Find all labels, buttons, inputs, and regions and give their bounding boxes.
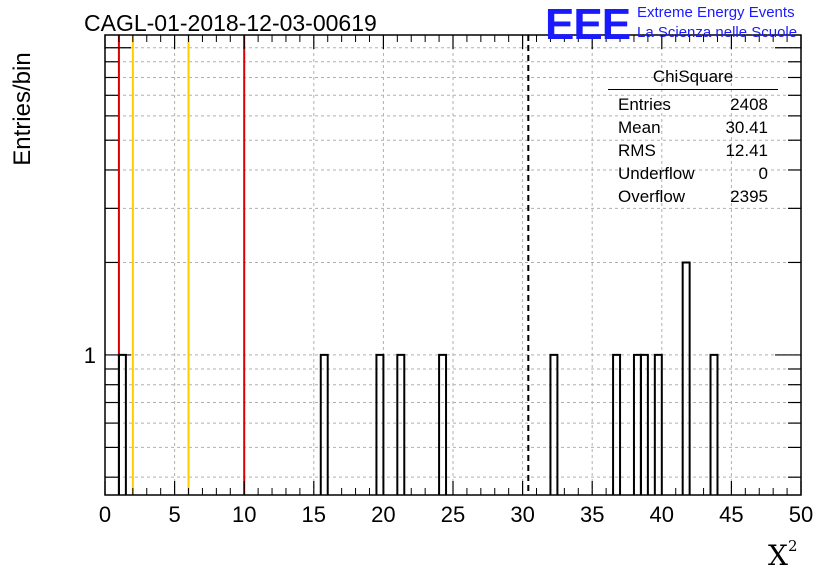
stats-row: Underflow 0 xyxy=(608,162,778,185)
histogram-bar xyxy=(549,353,559,495)
x-axis-label: X2 xyxy=(768,537,797,572)
histogram-bar xyxy=(438,353,448,495)
stats-label: Entries xyxy=(618,95,671,114)
histogram-bar xyxy=(639,353,649,495)
x-tick-label: 50 xyxy=(789,502,813,527)
x-tick-label: 25 xyxy=(441,502,465,527)
x-tick-label: 5 xyxy=(168,502,180,527)
stats-title: ChiSquare xyxy=(608,67,778,90)
reference-lines xyxy=(117,35,530,495)
y-tick-label: 1 xyxy=(84,343,96,368)
stats-value: 12.41 xyxy=(725,141,768,160)
x-tick-label: 40 xyxy=(650,502,674,527)
y-axis-label: Entries/bin xyxy=(9,52,36,166)
tick-labels: 0 5 10 15 20 25 30 35 40 45 50 1 xyxy=(84,343,813,527)
x-tick-label: 20 xyxy=(371,502,395,527)
x-axis-label-base: X xyxy=(768,539,788,572)
x-tick-label: 15 xyxy=(302,502,326,527)
chart-title: CAGL-01-2018-12-03-00619 xyxy=(84,10,377,36)
stats-value: 0 xyxy=(758,164,768,183)
x-tick-label: 0 xyxy=(99,502,111,527)
stats-box: ChiSquare Entries 2408 Mean 30.41 RMS 12.41… xyxy=(608,67,778,208)
histogram-bars xyxy=(117,261,719,495)
histogram-bar xyxy=(632,353,642,495)
stats-value: 30.41 xyxy=(725,118,768,137)
logo-line-2: La Scienza nelle Scuole xyxy=(637,24,798,41)
axis-ticks xyxy=(104,35,802,495)
stats-row: Overflow 2395 xyxy=(608,185,778,208)
histogram-bar xyxy=(612,353,622,495)
x-tick-label: 45 xyxy=(719,502,743,527)
x-axis-label-superscript: 2 xyxy=(787,537,798,555)
stats-row: Mean 30.41 xyxy=(608,116,778,139)
stats-value: 2408 xyxy=(730,95,768,114)
histogram-bar xyxy=(681,261,691,495)
stats-row: Entries 2408 xyxy=(608,93,778,116)
stats-label: Mean xyxy=(618,118,661,137)
stats-label: RMS xyxy=(618,141,656,160)
x-tick-label: 35 xyxy=(580,502,604,527)
stats-label: Underflow xyxy=(618,164,695,183)
histogram-bar xyxy=(709,353,719,495)
x-tick-label: 10 xyxy=(232,502,256,527)
logo-line-1: Extreme Energy Events xyxy=(637,4,795,21)
x-tick-label: 30 xyxy=(510,502,534,527)
histogram-bar xyxy=(653,353,663,495)
histogram-bar xyxy=(375,353,385,495)
histogram-bar xyxy=(396,353,406,495)
stats-label: Overflow xyxy=(618,187,686,206)
eee-logo: EEE xyxy=(545,0,631,49)
histogram-bar xyxy=(117,353,127,495)
stats-row: RMS 12.41 xyxy=(608,139,778,162)
histogram-bar xyxy=(319,353,329,495)
stats-value: 2395 xyxy=(730,187,768,206)
